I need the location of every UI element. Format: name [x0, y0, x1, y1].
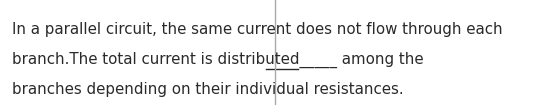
Text: branch.The total current is distributed_____ among the: branch.The total current is distributed_…	[12, 52, 424, 68]
Text: branches depending on their individual resistances.: branches depending on their individual r…	[12, 82, 403, 97]
Text: In a parallel circuit, the same current does not flow through each: In a parallel circuit, the same current …	[12, 22, 503, 37]
